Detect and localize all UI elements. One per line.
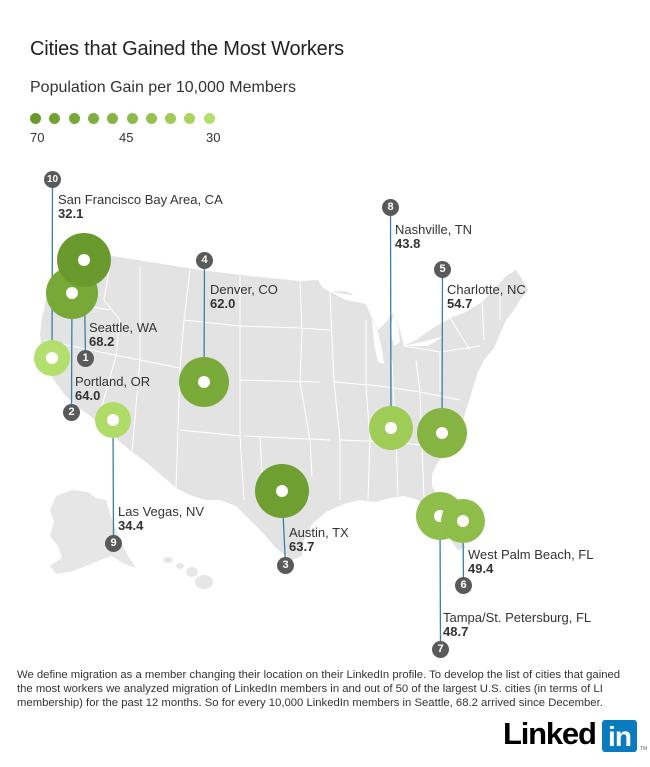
city-bubbles: [34, 233, 485, 543]
city-label: San Francisco Bay Area, CA 32.1: [58, 193, 223, 221]
city-label: Seattle, WA 68.2: [89, 321, 157, 349]
legend-swatch: [165, 113, 177, 124]
city-name: Denver, CO: [210, 282, 278, 297]
city-value: 68.2: [89, 334, 115, 349]
hawaii-land: [163, 557, 213, 589]
city-name: Seattle, WA: [89, 320, 158, 335]
city-bubble: [179, 357, 229, 407]
color-legend: 70 45 30: [30, 113, 230, 153]
alaska-land: [50, 490, 136, 574]
city-label: Charlotte, NC 54.7: [447, 283, 526, 311]
linkedin-logo-text: Linked: [503, 716, 597, 751]
city-label: Tampa/St. Petersburg, FL 48.7: [443, 611, 591, 639]
us-land: [40, 248, 528, 560]
legend-swatch: [68, 113, 80, 124]
city-name: Nashville, TN: [395, 222, 473, 237]
leader-line: [441, 269, 444, 434]
city-name: San Francisco Bay Area, CA: [58, 192, 223, 207]
legend-swatch: [30, 113, 41, 124]
city-value: 63.7: [289, 539, 315, 554]
city-bubble: [369, 406, 413, 450]
city-value: 43.8: [395, 236, 421, 251]
city-value: 34.4: [118, 518, 144, 533]
legend-tick-label: 30: [206, 130, 221, 145]
legend-swatch: [126, 113, 138, 124]
city-bubble: [34, 340, 70, 376]
rank-badge: 10: [44, 171, 61, 188]
rank-badge: 4: [196, 252, 213, 269]
city-value: 64.0: [75, 388, 101, 403]
leader-line: [51, 179, 54, 359]
legend-swatch: [107, 113, 119, 124]
legend-swatch: [87, 113, 99, 124]
rank-badge: 2: [63, 404, 80, 421]
city-value: 32.1: [58, 206, 84, 221]
rank-badge: 1: [77, 350, 94, 367]
legend-tick-label: 45: [119, 130, 134, 145]
legend-swatch: [145, 113, 157, 124]
legend-swatch: [49, 113, 61, 124]
city-name: Portland, OR: [75, 374, 151, 389]
city-bubble: [57, 233, 111, 287]
chart-subtitle: Population Gain per 10,000 Members: [30, 79, 296, 96]
city-label: West Palm Beach, FL 49.4: [468, 548, 593, 576]
city-name: Charlotte, NC: [447, 282, 526, 297]
city-label: Las Vegas, NV 34.4: [118, 505, 204, 533]
city-value: 49.4: [468, 561, 494, 576]
leader-line: [389, 207, 392, 429]
city-bubble: [441, 499, 485, 543]
city-bubble: [417, 408, 467, 458]
city-value: 48.7: [443, 624, 469, 639]
rank-badge: 6: [455, 577, 472, 594]
chart-title: Cities that Gained the Most Workers: [30, 38, 344, 60]
great-lakes: [330, 292, 444, 364]
city-name: Austin, TX: [289, 525, 349, 540]
city-name: West Palm Beach, FL: [468, 547, 594, 562]
rank-badge: 7: [432, 641, 449, 658]
city-label: Nashville, TN 43.8: [395, 223, 472, 251]
city-name: Tampa/St. Petersburg, FL: [443, 610, 592, 625]
linkedin-in-icon: in: [602, 720, 637, 752]
trademark-mark: TM: [640, 746, 648, 752]
city-bubble: [255, 464, 309, 518]
city-label: Denver, CO 62.0: [210, 283, 278, 311]
legend-swatch: [184, 113, 196, 124]
city-bubble: [95, 402, 131, 438]
city-label: Austin, TX 63.7: [289, 526, 349, 554]
city-label: Portland, OR 64.0: [75, 375, 150, 403]
rank-badge: 9: [105, 535, 122, 552]
rank-badge: 8: [382, 199, 399, 216]
legend-swatch: [203, 113, 215, 124]
rank-badge: 5: [434, 261, 451, 278]
leader-line: [112, 419, 115, 544]
methodology-footnote: We define migration as a member changing…: [17, 669, 621, 709]
city-name: Las Vegas, NV: [118, 504, 204, 519]
city-value: 62.0: [210, 296, 236, 311]
rank-badge: 3: [277, 557, 294, 574]
legend-tick-label: 70: [30, 130, 45, 145]
city-value: 54.7: [447, 296, 473, 311]
